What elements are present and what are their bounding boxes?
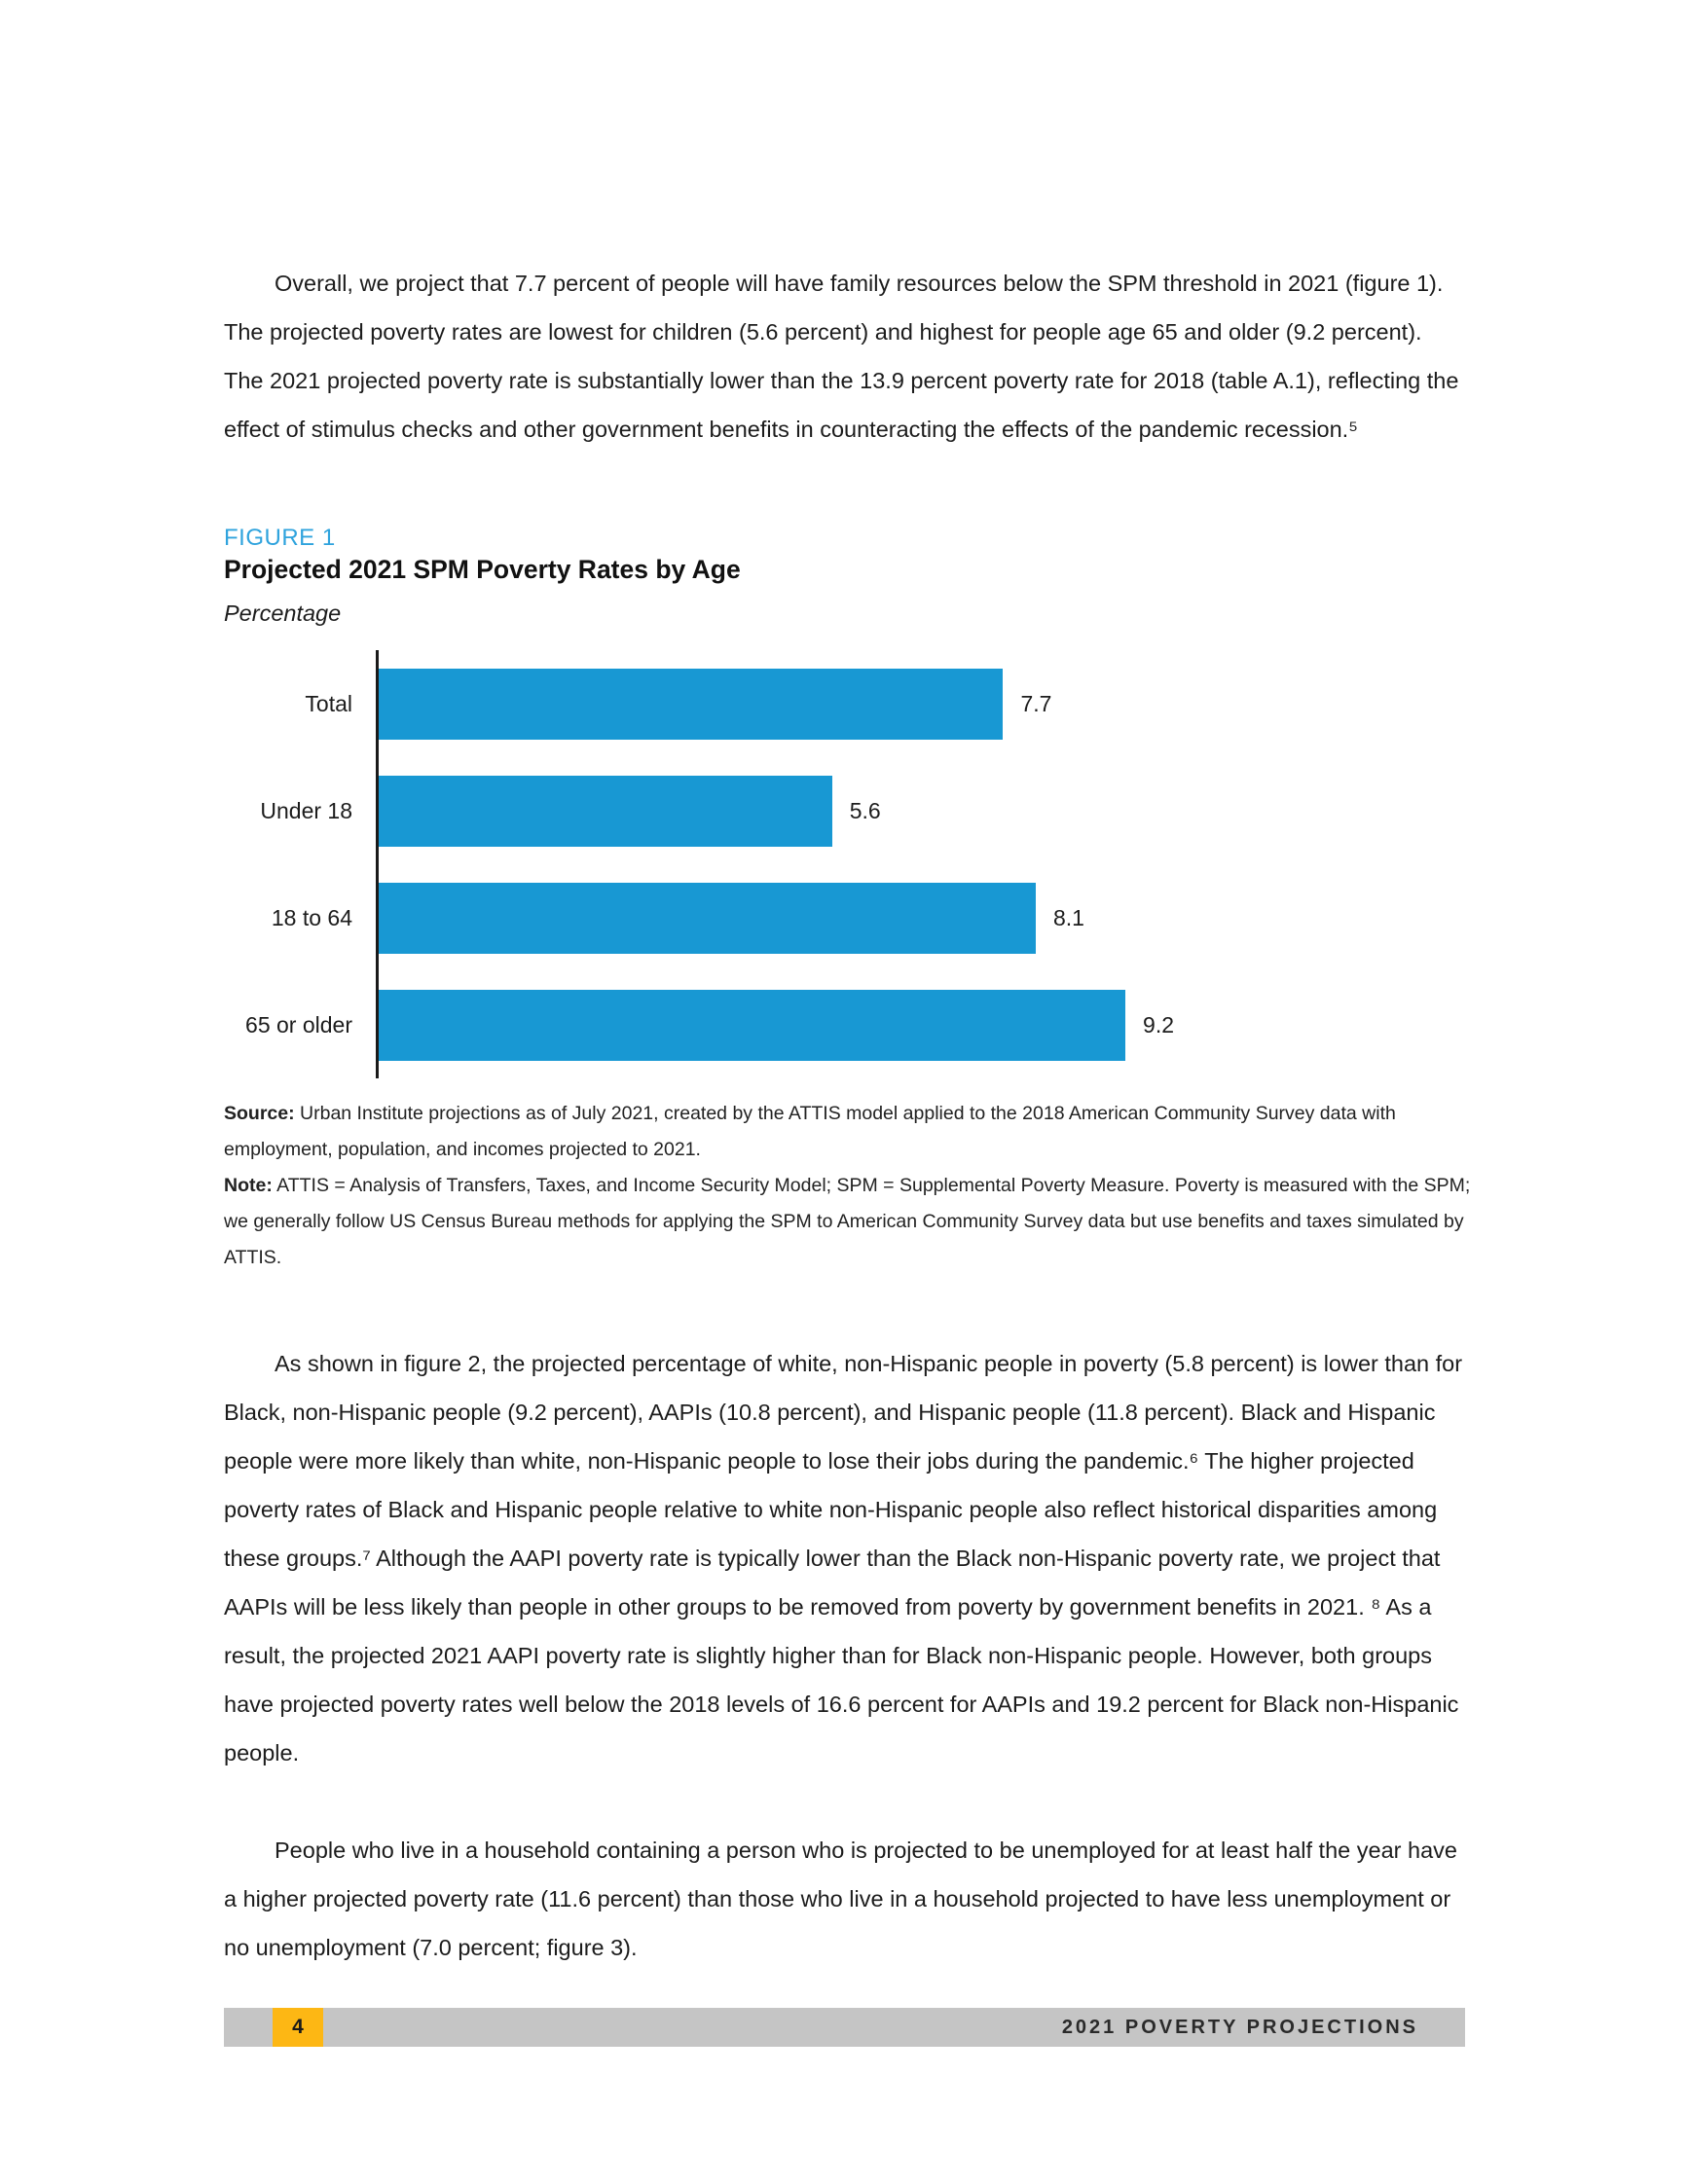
source-text: Urban Institute projections as of July 2… [224, 1103, 1396, 1160]
chart-y-axis-line [376, 650, 379, 1078]
page-number-badge: 4 [273, 2008, 323, 2047]
footer-bar: 4 2021 POVERTY PROJECTIONS [224, 2008, 1465, 2047]
paragraph-unemployment: People who live in a household containin… [224, 1837, 1457, 1960]
figure-note: Note: ATTIS = Analysis of Transfers, Tax… [224, 1168, 1480, 1276]
chart-bar-row: 65 or older 9.2 [224, 971, 1480, 1078]
bar [376, 775, 832, 847]
bar-value-label: 7.7 [1020, 690, 1052, 716]
source-label: Source: [224, 1103, 295, 1124]
bar-value-label: 8.1 [1052, 904, 1084, 930]
bar-category-label: 18 to 64 [271, 904, 352, 930]
chart-bar-row: Total 7.7 [224, 650, 1480, 757]
bar-value-label: 9.2 [1143, 1011, 1175, 1037]
chart-bar-row: Under 18 5.6 [224, 757, 1480, 864]
note-label: Note: [224, 1175, 273, 1196]
paragraph-race-ethnicity: As shown in figure 2, the projected perc… [224, 1350, 1463, 1765]
bar [376, 882, 1036, 954]
chart-bar-row: 18 to 64 8.1 [224, 864, 1480, 971]
figure-notes: Source: Urban Institute projections as o… [224, 1096, 1480, 1276]
bar-chart: Total 7.7 Under 18 5.6 18 to 64 8.1 65 or olde… [224, 642, 1480, 1082]
figure-title: Projected 2021 SPM Poverty Rates by Age [224, 555, 741, 584]
paragraph-overall-projection: Overall, we project that 7.7 percent of … [224, 270, 1459, 442]
bar [376, 989, 1126, 1061]
chart-rows: Total 7.7 Under 18 5.6 18 to 64 8.1 65 or olde… [224, 650, 1480, 1078]
note-text: ATTIS = Analysis of Transfers, Taxes, an… [224, 1175, 1471, 1268]
bar-value-label: 5.6 [849, 797, 881, 823]
bar-category-label: Under 18 [260, 797, 352, 823]
figure-source: Source: Urban Institute projections as o… [224, 1096, 1480, 1168]
figure-axis-unit-label: Percentage [224, 601, 342, 626]
bar-category-label: 65 or older [245, 1011, 352, 1037]
bar-category-label: Total [305, 690, 352, 716]
figure-number-label: FIGURE 1 [224, 525, 336, 551]
footer-report-title: 2021 POVERTY PROJECTIONS [1061, 2017, 1418, 2038]
bar [376, 668, 1004, 740]
